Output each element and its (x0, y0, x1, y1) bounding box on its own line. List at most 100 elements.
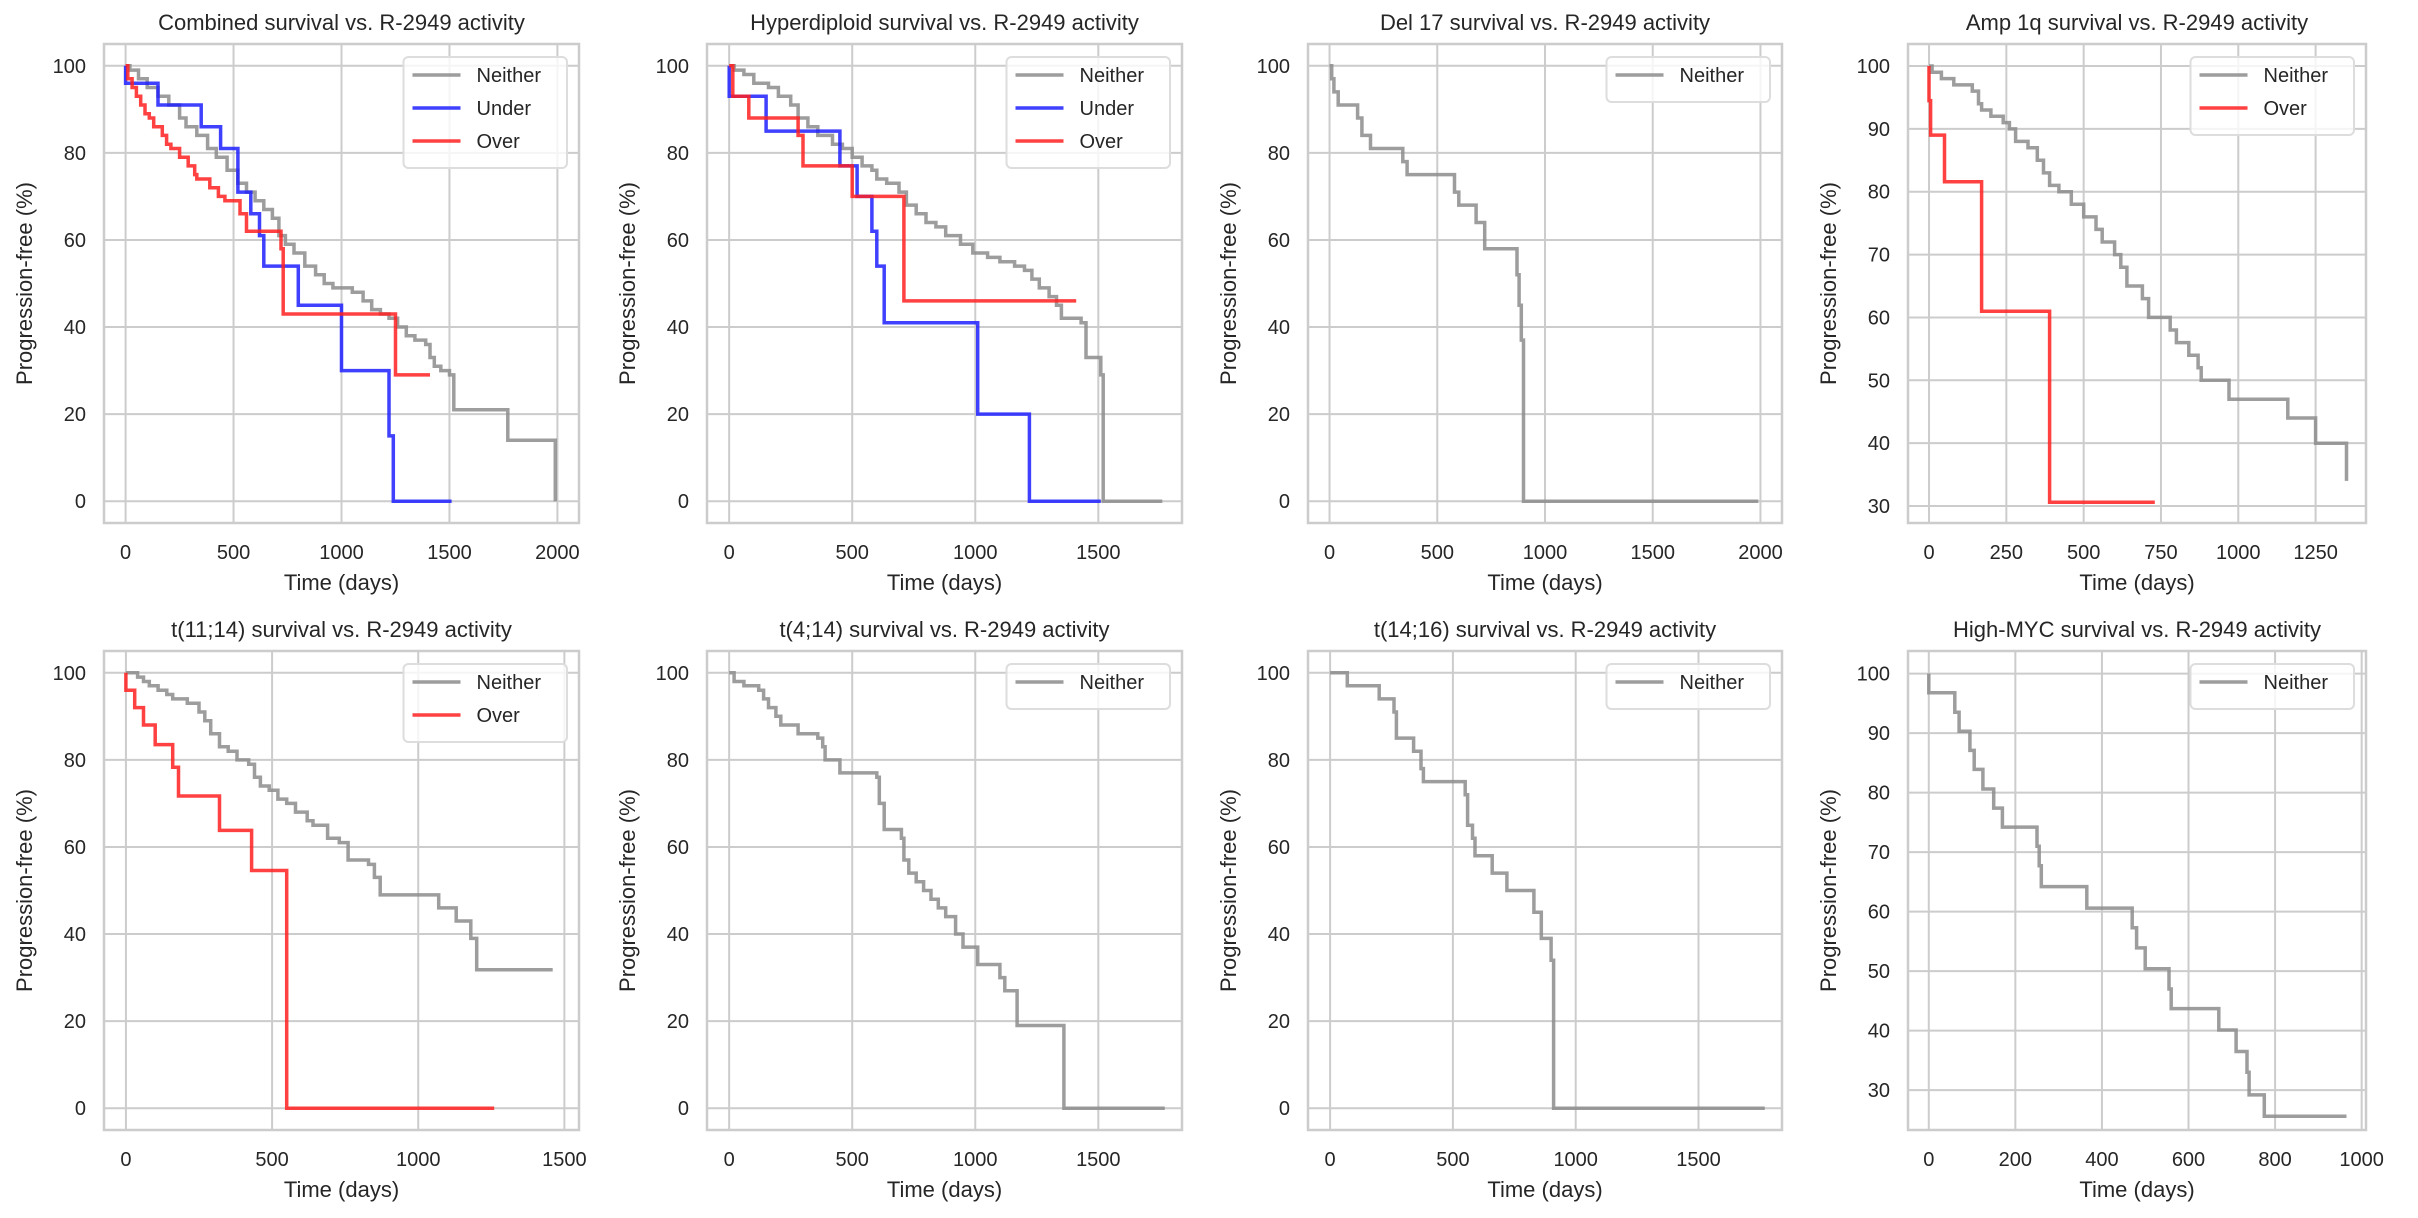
x-tick-label: 500 (2067, 542, 2100, 564)
y-tick-label: 0 (75, 491, 86, 513)
legend-label: Neither (1680, 672, 1745, 694)
y-tick-label: 20 (667, 404, 689, 426)
x-tick-label: 1000 (2216, 542, 2261, 564)
series-line-neither (1330, 671, 1765, 1110)
y-tick-label: 40 (1868, 433, 1890, 455)
y-tick-label: 30 (1868, 1080, 1890, 1102)
y-tick-label: 70 (1868, 245, 1890, 267)
legend-label: Neither (1680, 65, 1745, 87)
y-tick-label: 20 (1268, 404, 1290, 426)
legend-label: Neither (1080, 672, 1145, 694)
y-axis-label: Progression-free (%) (12, 182, 37, 385)
x-axis-label: Time (days) (2079, 1177, 2194, 1202)
y-tick-label: 80 (667, 750, 689, 772)
x-tick-label: 1000 (396, 1149, 441, 1171)
subplot-8: 0 200 400 600 800 1000 30 40 50 60 70 80 90 100 High-M… (1816, 617, 2384, 1202)
y-tick-label: 0 (75, 1098, 86, 1120)
x-tick-label: 0 (120, 542, 131, 564)
x-tick-label: 0 (1923, 542, 1934, 564)
legend-label: Neither (477, 65, 542, 87)
legend-label: Neither (2264, 672, 2329, 694)
legend-label: Under (477, 98, 532, 120)
legend: Neither Under Over (402, 56, 568, 169)
legend-label: Under (1080, 98, 1135, 120)
series-line-neither (1329, 64, 1759, 503)
y-tick-label: 100 (1257, 663, 1290, 685)
y-axis-label: Progression-free (%) (615, 182, 640, 385)
subplot-2: 0 500 1000 1500 0 20 40 60 80 100 Hyperdiploid sur… (615, 10, 1184, 595)
axes-frame (705, 649, 1184, 1132)
x-axis-label: Time (days) (1487, 1177, 1602, 1202)
legend-label: Over (1080, 131, 1124, 153)
legend: Neither (1605, 56, 1771, 103)
series-line-over (125, 64, 430, 377)
x-tick-label: 0 (120, 1149, 131, 1171)
x-tick-label: 400 (2085, 1149, 2118, 1171)
y-tick-label: 100 (1257, 56, 1290, 78)
legend: Neither Under Over (1005, 56, 1171, 169)
series-line-over (1927, 66, 2155, 505)
x-tick-label: 0 (724, 542, 735, 564)
y-tick-label: 100 (53, 663, 86, 685)
legend: Neither (1605, 663, 1771, 710)
x-tick-label: 500 (1436, 1149, 1469, 1171)
y-axis-label: Progression-free (%) (1216, 789, 1241, 992)
x-axis-label: Time (days) (2079, 570, 2194, 595)
series-line-under (123, 65, 452, 503)
y-tick-label: 60 (1268, 837, 1290, 859)
y-tick-label: 100 (1857, 56, 1890, 78)
legend-box (1005, 663, 1171, 710)
subplot-title: Combined survival vs. R-2949 activity (158, 10, 525, 35)
y-axis-label: Progression-free (%) (1816, 789, 1841, 992)
y-tick-label: 40 (1268, 924, 1290, 946)
y-tick-label: 100 (656, 56, 689, 78)
x-tick-label: 1000 (953, 1149, 998, 1171)
y-tick-label: 80 (1268, 143, 1290, 165)
subplot-6: 0 500 1000 1500 0 20 40 60 80 100 t(4;14) survival… (615, 617, 1184, 1202)
axes-frame (1306, 42, 1784, 525)
y-tick-label: 40 (1868, 1021, 1890, 1043)
y-tick-label: 80 (1268, 750, 1290, 772)
x-axis-label: Time (days) (887, 1177, 1002, 1202)
y-tick-label: 60 (64, 837, 86, 859)
x-tick-label: 0 (724, 1149, 735, 1171)
y-tick-label: 20 (667, 1011, 689, 1033)
y-tick-label: 60 (64, 230, 86, 252)
y-tick-label: 80 (64, 143, 86, 165)
series-line-neither (1927, 673, 2347, 1119)
x-tick-label: 1000 (1553, 1149, 1598, 1171)
y-tick-label: 80 (1868, 182, 1890, 204)
x-tick-label: 1500 (427, 542, 472, 564)
axes-frame (1906, 42, 2368, 525)
legend-label: Over (477, 705, 521, 727)
x-tick-label: 1000 (319, 542, 364, 564)
x-tick-label: 1000 (1523, 542, 1568, 564)
y-tick-label: 0 (1279, 1098, 1290, 1120)
y-tick-label: 80 (64, 750, 86, 772)
subplot-title: t(4;14) survival vs. R-2949 activity (779, 617, 1109, 642)
y-tick-label: 60 (1268, 230, 1290, 252)
axes-frame (705, 42, 1184, 525)
series-line-neither (1929, 64, 2349, 481)
y-tick-label: 100 (1857, 664, 1890, 686)
axes-frame (1906, 649, 2368, 1132)
y-tick-label: 50 (1868, 370, 1890, 392)
legend-box (2189, 663, 2355, 710)
x-tick-label: 600 (2172, 1149, 2205, 1171)
y-tick-label: 40 (667, 924, 689, 946)
series-line-over (124, 672, 495, 1110)
y-tick-label: 0 (678, 491, 689, 513)
x-tick-label: 2000 (1738, 542, 1783, 564)
legend-label: Over (2264, 98, 2308, 120)
y-tick-label: 30 (1868, 496, 1890, 518)
x-tick-label: 0 (1325, 1149, 1336, 1171)
y-tick-label: 60 (1868, 902, 1890, 924)
x-tick-label: 1500 (1630, 542, 1675, 564)
plot-area (1908, 651, 2366, 1130)
series-line-neither (125, 671, 553, 972)
y-tick-label: 80 (1868, 783, 1890, 805)
x-tick-label: 2000 (535, 542, 580, 564)
series-line-neither (125, 64, 558, 502)
y-axis-label: Progression-free (%) (1816, 182, 1841, 385)
legend-label: Neither (2264, 65, 2329, 87)
